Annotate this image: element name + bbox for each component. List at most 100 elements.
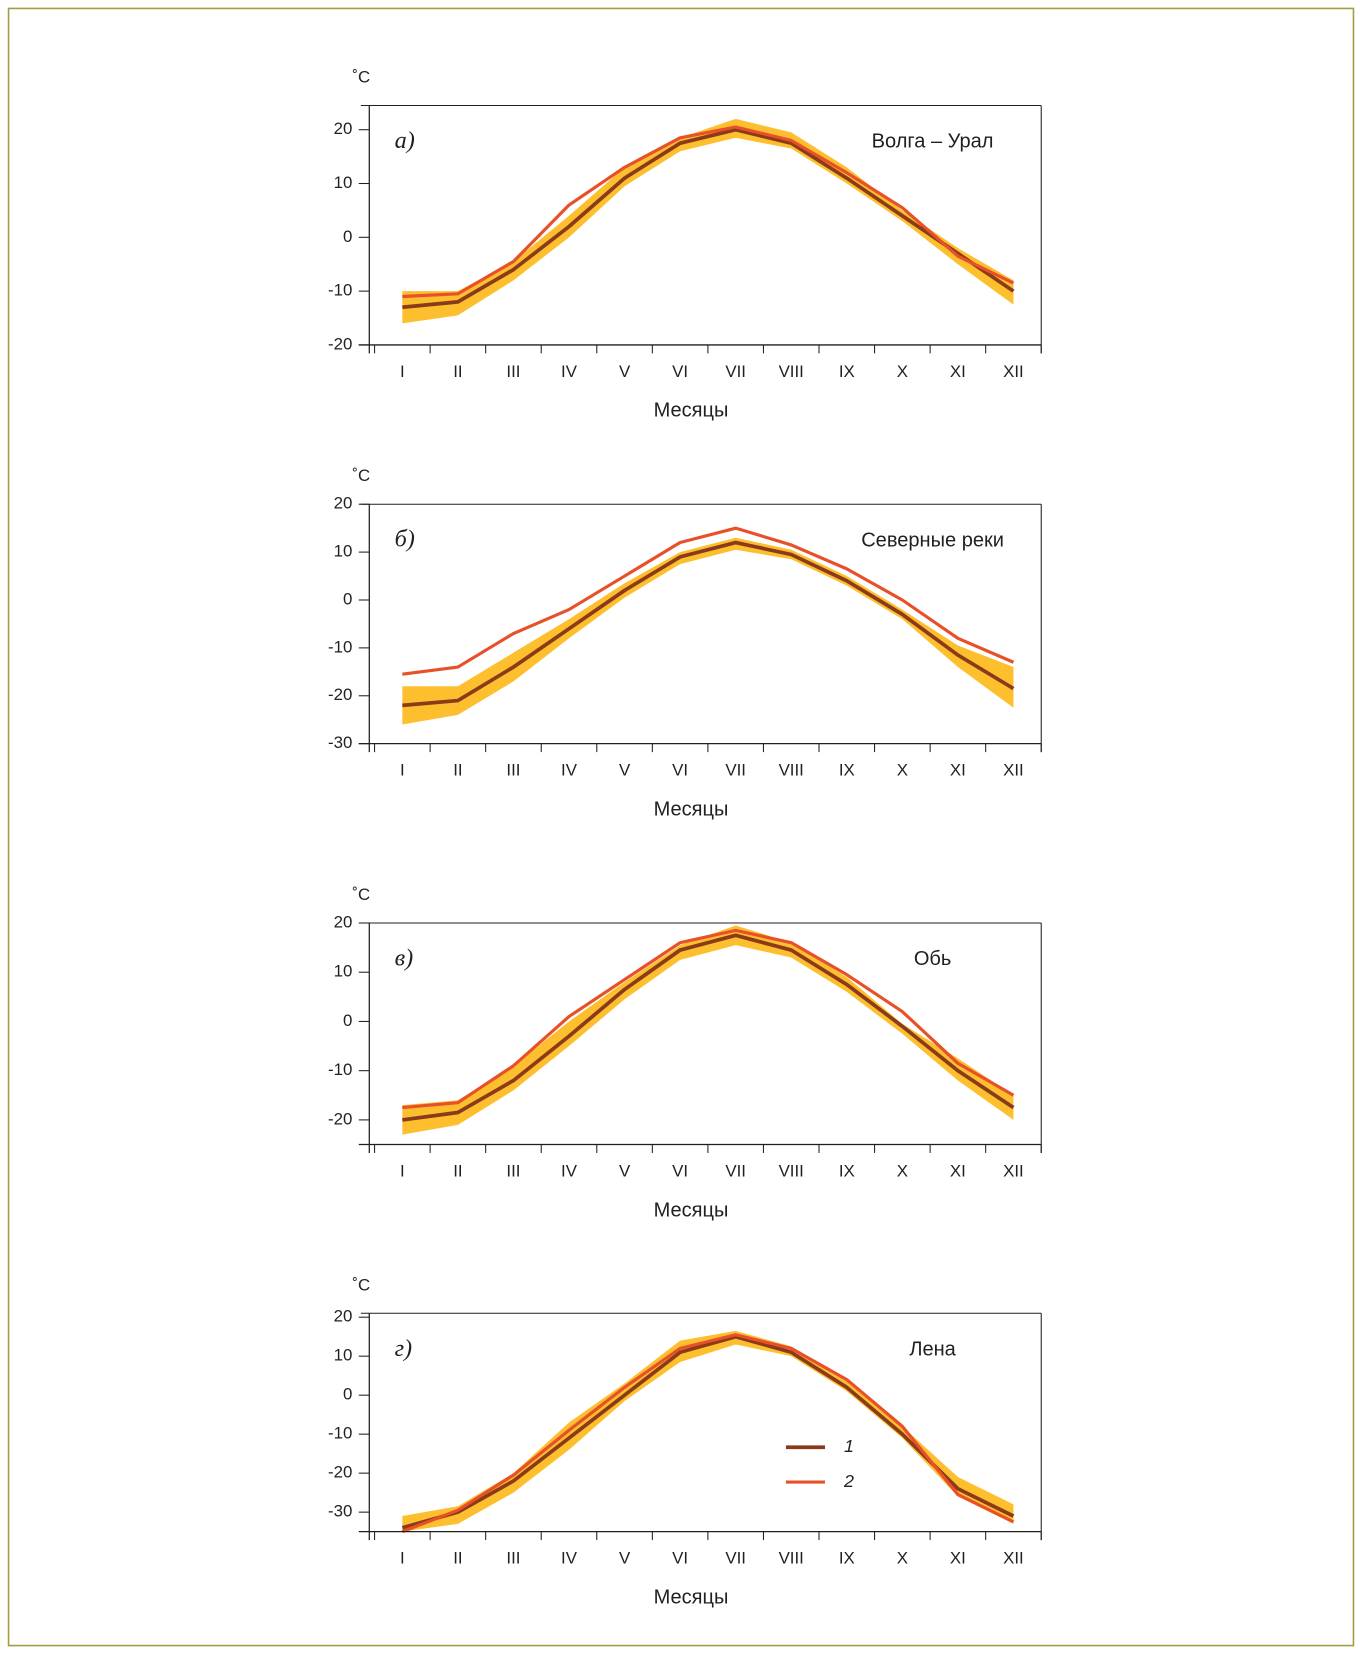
panel-title: Обь (914, 948, 952, 970)
x-tick-label: V (619, 362, 631, 381)
y-tick-label: -30 (328, 733, 352, 752)
x-tick-label: XII (1003, 761, 1024, 780)
range-band (402, 1330, 1014, 1532)
x-tick-label: VI (672, 1549, 688, 1568)
panel-label: б) (395, 526, 415, 553)
x-tick-label: VII (725, 761, 746, 780)
x-tick-label: IV (561, 1549, 578, 1568)
x-tick-label: III (506, 1161, 520, 1180)
x-tick-label: XI (950, 1161, 966, 1180)
x-tick-label: VII (725, 1549, 746, 1568)
y-tick-label: -10 (328, 1060, 352, 1079)
y-tick-label: 10 (334, 542, 353, 561)
series-line (402, 127, 1015, 310)
y-tick-label: -30 (328, 1502, 352, 1521)
x-tick-label: III (506, 761, 520, 780)
legend-label: 2 (843, 1471, 854, 1491)
x-tick-label: I (400, 362, 405, 381)
series-line (401, 1333, 1015, 1534)
x-tick-label: XI (950, 1549, 966, 1568)
y-unit: ˚C (352, 1275, 370, 1294)
y-tick-label: 20 (334, 494, 353, 513)
x-tick-label: IV (561, 761, 578, 780)
y-tick-label: 10 (334, 962, 353, 981)
x-tick-label: VI (672, 761, 688, 780)
x-tick-label: VII (725, 1161, 746, 1180)
y-tick-label: 10 (334, 1346, 353, 1365)
series-line (402, 526, 1015, 676)
y-tick-label: 10 (334, 173, 353, 192)
panel-title: Волга – Урал (872, 131, 994, 153)
y-tick-label: 0 (343, 227, 352, 246)
panel-title: Лена (909, 1339, 956, 1361)
x-tick-label: IX (839, 362, 855, 381)
x-axis-title: Месяцы (654, 400, 729, 422)
x-tick-label: IV (561, 1161, 578, 1180)
y-tick-label: 20 (334, 1307, 353, 1326)
series-line (402, 125, 1015, 299)
series-line (402, 540, 1015, 708)
x-tick-label: IX (839, 1549, 855, 1568)
y-unit: ˚C (352, 68, 370, 87)
range-band (402, 537, 1014, 725)
x-axis-title: Месяцы (654, 1586, 729, 1608)
y-unit: ˚C (352, 885, 370, 904)
x-tick-label: XI (950, 761, 966, 780)
x-tick-label: VIII (779, 1549, 804, 1568)
panel-title: Северные реки (861, 529, 1004, 551)
frame (7, 7, 1355, 1647)
y-unit: ˚C (352, 466, 370, 485)
range-band (402, 925, 1014, 1135)
x-tick-label: I (400, 761, 405, 780)
x-tick-label: V (619, 1549, 631, 1568)
x-tick-label: IX (839, 1161, 855, 1180)
x-tick-label: I (400, 1161, 405, 1180)
x-tick-label: II (453, 761, 462, 780)
x-tick-label: X (897, 1161, 908, 1180)
x-tick-label: III (506, 362, 520, 381)
x-axis-title: Месяцы (654, 1199, 729, 1221)
panel-label: в) (395, 944, 414, 971)
panel-label: г) (395, 1335, 413, 1362)
series-line (402, 933, 1015, 1122)
y-tick-label: -20 (328, 1463, 352, 1482)
panel-label: а) (395, 127, 415, 154)
x-tick-label: X (897, 362, 908, 381)
x-tick-label: VI (672, 362, 688, 381)
series-line (402, 928, 1015, 1110)
x-tick-label: II (453, 362, 462, 381)
y-tick-label: -20 (328, 685, 352, 704)
x-tick-label: II (453, 1549, 462, 1568)
x-tick-label: VIII (779, 362, 804, 381)
series-line (401, 1334, 1015, 1530)
y-tick-label: -20 (328, 334, 352, 353)
y-tick-label: 0 (343, 589, 352, 608)
x-tick-label: VI (672, 1161, 688, 1180)
y-tick-label: 0 (343, 1385, 352, 1404)
x-tick-label: XII (1003, 1549, 1024, 1568)
legend-label: 1 (844, 1436, 854, 1456)
y-tick-label: 20 (334, 912, 353, 931)
y-tick-label: -10 (328, 637, 352, 656)
x-tick-label: I (400, 1549, 405, 1568)
y-tick-label: 20 (334, 119, 353, 138)
y-tick-label: -10 (328, 281, 352, 300)
range-band (402, 118, 1014, 324)
y-tick-label: -20 (328, 1109, 352, 1128)
y-tick-label: -10 (328, 1424, 352, 1443)
x-tick-label: II (453, 1161, 462, 1180)
x-tick-label: XII (1003, 1161, 1024, 1180)
x-tick-label: XII (1003, 362, 1024, 381)
x-tick-label: V (619, 1161, 631, 1180)
x-tick-label: X (897, 761, 908, 780)
x-tick-label: X (897, 1549, 908, 1568)
x-axis-title: Месяцы (654, 798, 729, 820)
x-tick-label: IV (561, 362, 578, 381)
x-tick-label: VII (725, 362, 746, 381)
y-tick-label: 0 (343, 1011, 352, 1030)
x-tick-label: VIII (779, 761, 804, 780)
x-tick-label: XI (950, 362, 966, 381)
x-tick-label: III (506, 1549, 520, 1568)
x-tick-label: V (619, 761, 631, 780)
